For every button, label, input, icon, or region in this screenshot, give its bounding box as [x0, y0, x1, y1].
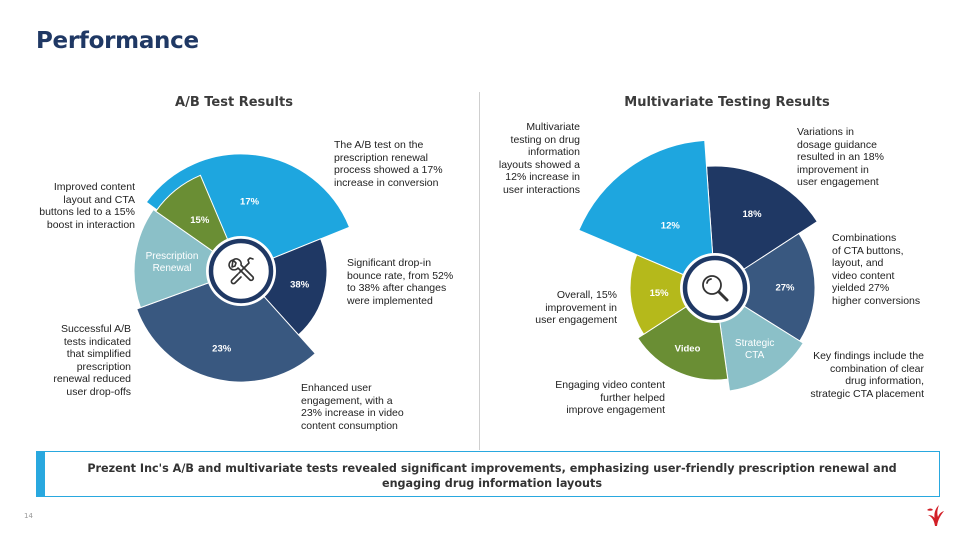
cigna-tree-logo-icon	[927, 505, 944, 526]
ab-segment-label-3: 23%	[212, 344, 232, 355]
slide-title: Performance	[36, 28, 199, 54]
mv-annotation-video: Engaging video content further helped im…	[555, 379, 665, 417]
mv-segment-label-1: 18%	[743, 209, 763, 220]
magnifier-icon	[702, 275, 729, 302]
ab-annotation-conversion: The A/B test on the prescription renewal…	[334, 139, 443, 189]
mv-annotation-interactions: Multivariate testing on drug information…	[498, 121, 580, 196]
mv-annotation-conversions: Combinations of CTA buttons, layout, and…	[832, 232, 921, 307]
mv-segment-6	[578, 139, 716, 289]
mv-segment-label-4: Video	[675, 343, 701, 354]
mv-segment-label-2: 27%	[775, 282, 795, 293]
multivariate-radial-chart: 18% 27% Strategic CTA Video 15% 12%	[578, 139, 818, 392]
ab-segment-3	[136, 270, 317, 383]
ab-segment-label-1: 17%	[240, 196, 260, 207]
ab-segment-label-5: 15%	[190, 215, 210, 226]
ab-annotation-bounce: Significant drop-in bounce rate, from 52…	[347, 257, 454, 307]
ab-segment-label-4: Prescription Renewal	[146, 251, 199, 274]
ab-annotation-dropoffs: Successful A/B tests indicated that simp…	[53, 323, 131, 398]
ab-segment-4	[133, 208, 243, 309]
summary-text: Prezent Inc's A/B and multivariate tests…	[87, 462, 897, 490]
mv-segment-label-3: Strategic CTA	[735, 338, 774, 361]
summary-callout: Prezent Inc's A/B and multivariate tests…	[36, 451, 940, 497]
ab-annotation-video: Enhanced user engagement, with a 23% inc…	[301, 382, 404, 432]
mv-annotation-overall: Overall, 15% improvement in user engagem…	[535, 289, 617, 327]
ab-test-radial-chart: 17% 38% 23% Prescription Renewal 15%	[133, 153, 351, 383]
mv-annotation-dosage: Variations in dosage guidance resulted i…	[797, 126, 884, 189]
section-divider	[479, 92, 480, 450]
mv-segment-label-6: 12%	[661, 220, 681, 231]
ab-test-title: A/B Test Results	[175, 95, 293, 110]
ab-annotation-interaction: Improved content layout and CTA buttons …	[39, 181, 135, 231]
multivariate-title: Multivariate Testing Results	[624, 95, 830, 110]
page-number: 14	[24, 512, 33, 520]
mv-segment-5	[629, 254, 717, 335]
mv-segment-label-5: 15%	[650, 288, 670, 299]
ab-segment-label-2: 38%	[290, 280, 310, 291]
mv-segment-2	[714, 232, 816, 342]
summary-accent-bar	[37, 452, 45, 496]
mv-segment-1	[705, 165, 818, 289]
mv-annotation-key-findings: Key findings include the combination of …	[810, 350, 924, 400]
tools-icon	[228, 257, 255, 285]
mv-hub-ring	[682, 255, 748, 321]
